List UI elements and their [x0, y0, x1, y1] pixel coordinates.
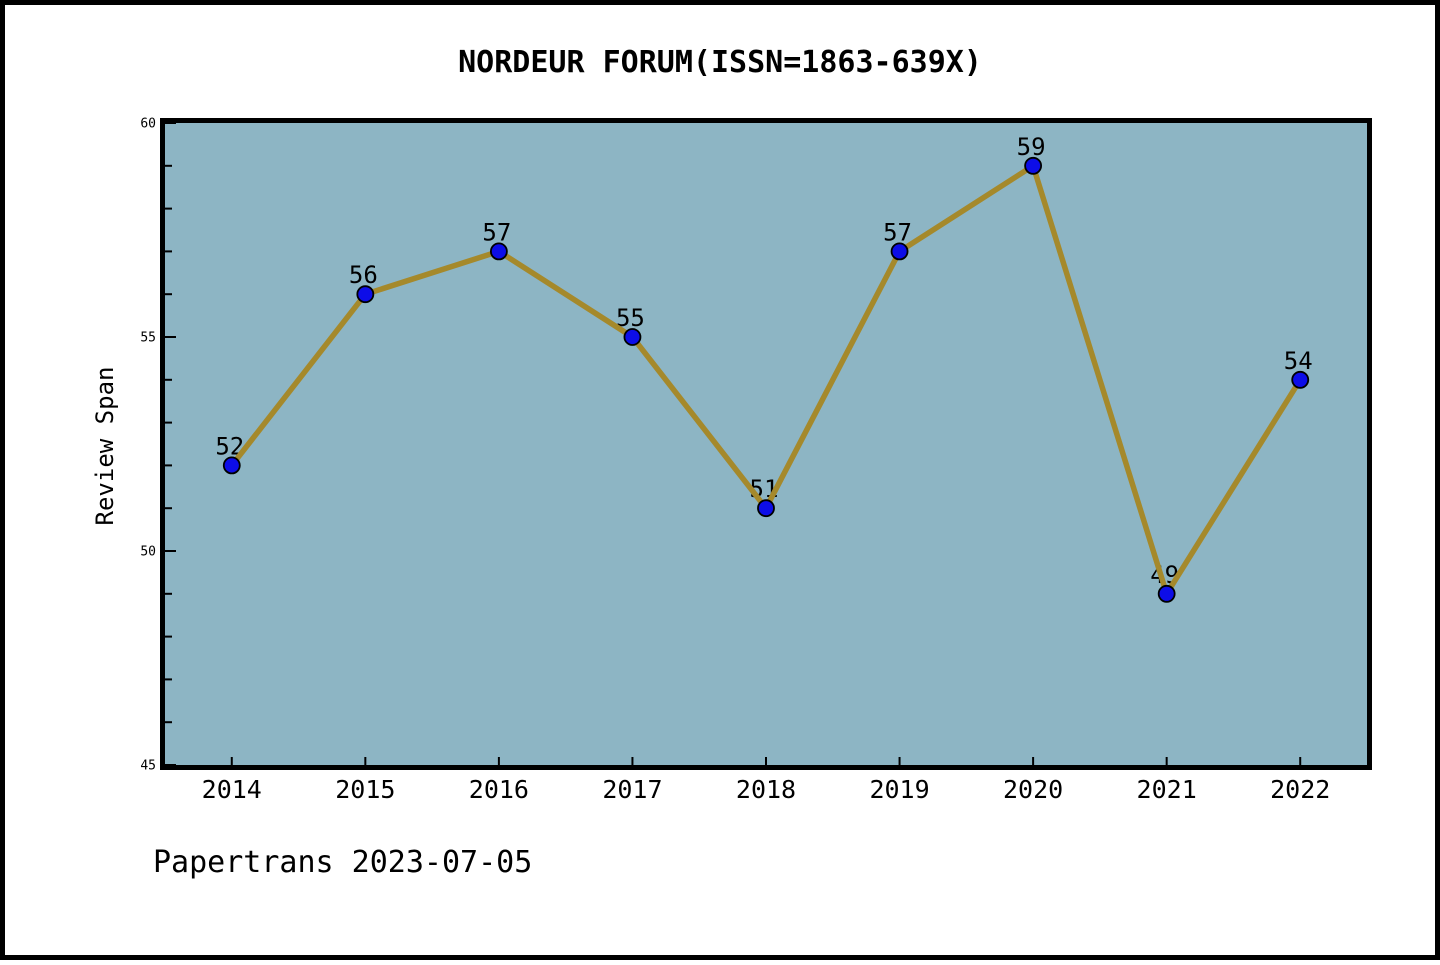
chart-title: NORDEUR FORUM(ISSN=1863-639X): [458, 45, 982, 80]
x-tick-label: 2017: [602, 775, 662, 804]
axis-frame: [160, 118, 1372, 770]
data-point-marker: [1024, 156, 1043, 175]
data-point-marker: [757, 499, 775, 518]
y-tick-label: 45: [140, 759, 156, 774]
plot-area: [165, 123, 1367, 765]
data-point-marker: [890, 242, 909, 261]
data-point-marker: [1157, 584, 1176, 603]
data-point-label: 57: [482, 218, 511, 246]
x-tick-label: 2020: [1003, 775, 1063, 804]
x-tick-label: 2022: [1270, 775, 1330, 804]
data-point-label: 54: [1284, 347, 1313, 375]
data-point-marker: [623, 328, 642, 346]
x-tick-label: 2019: [869, 775, 929, 804]
y-tick-label: 55: [140, 331, 156, 346]
data-point-label: 59: [1017, 133, 1046, 161]
data-point-marker: [489, 242, 508, 261]
x-tick-label: 2018: [736, 775, 796, 804]
line-chart-canvas: 45 50 55 60 2014 2015 2016 2017 2018 2019 2020 2021…: [140, 117, 1372, 804]
watermark-text: Papertrans 2023-07-05: [153, 845, 533, 880]
data-point-label: 57: [883, 218, 912, 246]
y-tick-label: 60: [140, 117, 156, 132]
x-tick-label: 2014: [202, 775, 262, 804]
data-point-marker: [1291, 370, 1310, 389]
y-tick-label: 50: [140, 545, 156, 560]
x-tick-label: 2021: [1137, 775, 1197, 804]
x-tick-label: 2016: [469, 775, 529, 804]
data-point-label: 56: [349, 261, 378, 289]
x-tick-label: 2015: [335, 775, 395, 804]
data-point-marker: [356, 285, 375, 304]
data-point-marker: [222, 456, 241, 475]
